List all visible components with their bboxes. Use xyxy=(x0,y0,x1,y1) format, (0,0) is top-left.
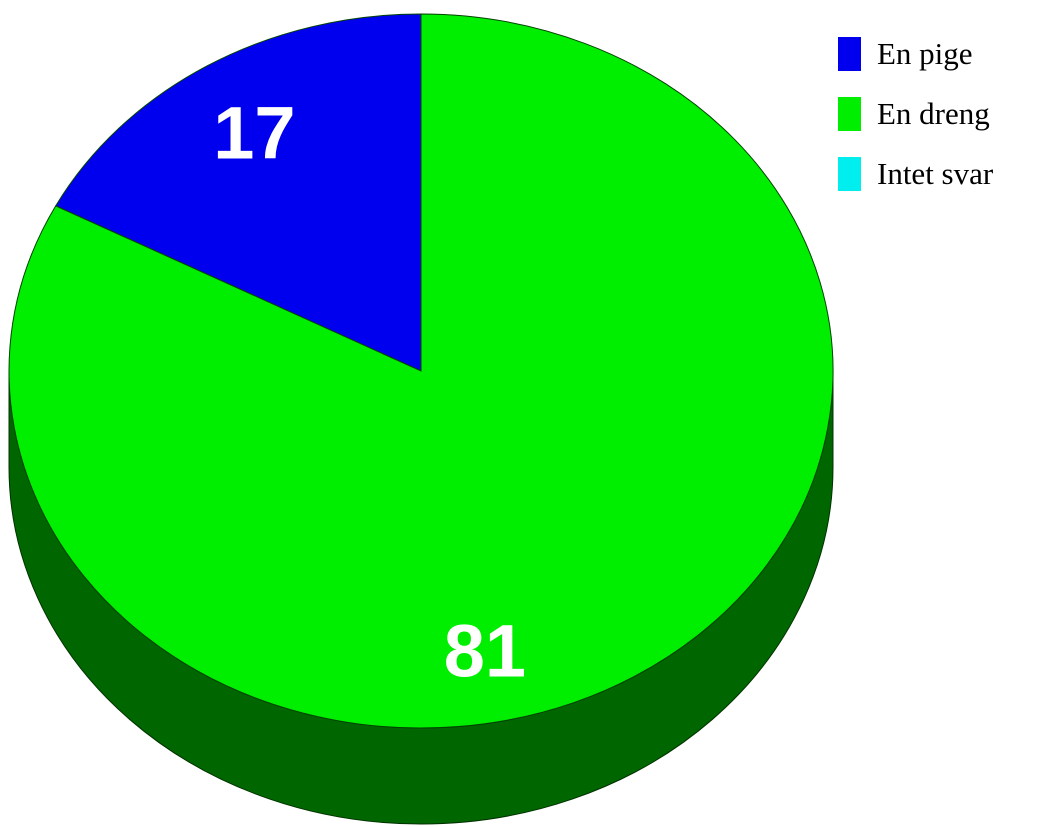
legend-swatch-en-pige xyxy=(838,37,861,71)
legend-label-en-pige: En pige xyxy=(877,36,973,71)
data-label-en-pige: 17 xyxy=(213,91,295,174)
legend-item-en-dreng: En dreng xyxy=(838,84,993,144)
legend: En pige En dreng Intet svar xyxy=(838,24,993,204)
legend-swatch-en-dreng xyxy=(838,97,861,131)
legend-label-en-dreng: En dreng xyxy=(877,96,990,131)
legend-item-en-pige: En pige xyxy=(838,24,993,84)
legend-label-intet-svar: Intet svar xyxy=(877,156,994,191)
legend-item-intet-svar: Intet svar xyxy=(838,144,993,204)
pie-slice-en-dreng xyxy=(8,13,834,729)
pie-slices-group xyxy=(8,13,834,729)
data-label-en-dreng: 81 xyxy=(444,610,526,693)
pie-slice-en-pige xyxy=(55,13,422,372)
legend-swatch-intet-svar xyxy=(838,157,861,191)
